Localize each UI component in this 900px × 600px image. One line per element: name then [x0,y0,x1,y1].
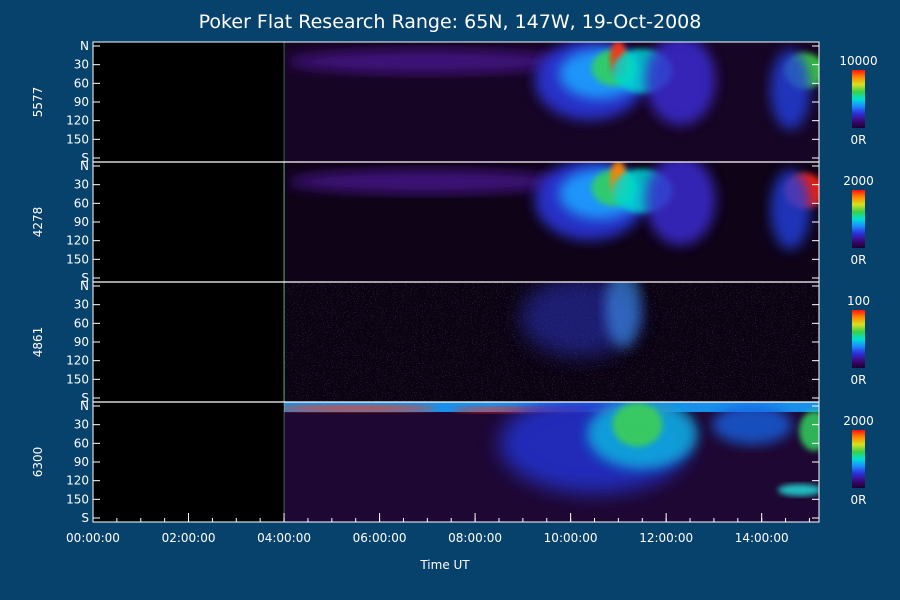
y-tick-label: 120 [66,234,89,248]
y-tick-label: 60 [74,76,89,90]
y-tick-label: N [80,399,89,413]
x-tick-label: 08:00:00 [448,531,502,545]
x-tick-label: 12:00:00 [639,531,693,545]
y-tick-label: N [80,159,89,173]
aurora-band [605,282,642,348]
aurora-band [287,169,568,194]
aurora-band [645,42,716,126]
y-tick-label: S [81,151,89,165]
y-tick-label: 90 [74,95,89,109]
colorbar-min-label: 0R [851,253,867,267]
y-tick-label: S [81,511,89,525]
x-axis: 00:00:00 02:00:00 04:00:00 06:00:00 08:00:00… [66,513,810,545]
aurora-band [770,169,811,250]
colorbar-max-label: 2000 [843,414,874,428]
colorbar-min-label: 0R [851,133,867,147]
y-tick-label: 90 [74,455,89,469]
aurora-band [645,162,716,246]
panel-5577: N 30 60 90 120 150 S 5577 10000 0R [31,39,878,165]
x-tick-label: 14:00:00 [735,531,789,545]
y-tick-label: 60 [74,196,89,210]
colorbar-min-label: 0R [851,373,867,387]
colorbar-max-label: 100 [847,294,870,308]
y-tick-label: 30 [74,418,89,432]
y-tick-label: S [81,391,89,405]
aurora-band [777,484,820,496]
colorbar-min-label: 0R [851,493,867,507]
panel-label: 5577 [31,87,45,118]
y-tick-label: 30 [74,298,89,312]
panel-label: 4278 [31,207,45,238]
y-tick-label: S [81,271,89,285]
x-tick-label: 00:00:00 [66,531,120,545]
x-tick-label: 06:00:00 [353,531,407,545]
y-tick-label: 120 [66,474,89,488]
aurora-band [770,49,811,130]
panel-image [284,162,820,282]
panels: N 30 60 90 120 150 S 5577 10000 0R N 30 60 90 120 150 S 4… [31,39,878,525]
colorbar-max-label: 10000 [839,54,877,68]
y-tick-label: 30 [74,178,89,192]
panel-image [284,402,820,522]
y-tick-label: 90 [74,215,89,229]
aurora-band [799,410,820,451]
panel-image [284,282,820,402]
panel-image [284,42,820,162]
y-tick-label: 60 [74,316,89,330]
x-tick-label: 10:00:00 [544,531,598,545]
y-tick-label: 150 [66,372,89,386]
chart-title: Poker Flat Research Range: 65N, 147W, 19… [199,11,702,33]
colorbar-max-label: 2000 [843,174,874,188]
y-tick-label: 150 [66,132,89,146]
y-tick-label: N [80,279,89,293]
aurora-band [287,49,568,74]
aurora-band [612,402,663,447]
panel-4861: N 30 60 90 120 150 S 4861 100 0R [31,279,870,405]
colorbar [852,310,865,368]
y-tick-label: N [80,39,89,53]
colorbar [852,430,865,488]
panel-6300: N 30 60 90 120 150 S 6300 2000 0R [31,399,874,525]
x-tick-label: 02:00:00 [162,531,216,545]
y-tick-label: 30 [74,58,89,72]
y-tick-label: 60 [74,436,89,450]
panel-label: 4861 [31,327,45,358]
x-axis-label: Time UT [419,558,470,572]
x-tick-label: 04:00:00 [257,531,311,545]
y-tick-label: 120 [66,114,89,128]
y-tick-label: 120 [66,354,89,368]
aurora-band [712,404,793,445]
panel-label: 6300 [31,447,45,478]
colorbar [852,190,865,248]
aurora-peak [284,405,436,412]
y-tick-label: 150 [66,492,89,506]
y-tick-label: 90 [74,335,89,349]
y-tick-label: 150 [66,252,89,266]
colorbar [852,70,865,128]
panel-4278: N 30 60 90 120 150 S 4278 2000 0R [31,159,874,285]
